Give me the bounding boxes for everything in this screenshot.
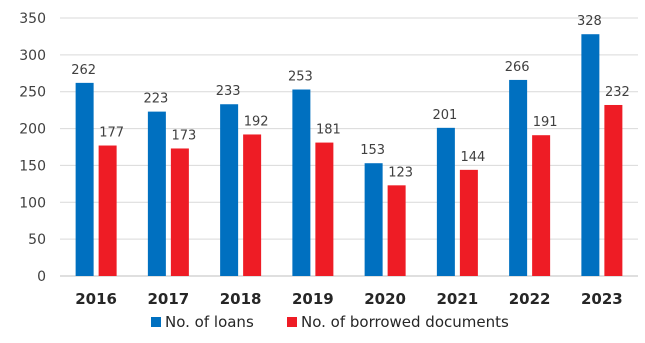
data-label-loans: 262 bbox=[71, 63, 96, 78]
y-tick-label: 100 bbox=[19, 195, 46, 211]
data-label-loans: 223 bbox=[143, 92, 168, 107]
data-label-loans: 253 bbox=[288, 70, 313, 85]
bar-borrowed-documents bbox=[98, 145, 117, 276]
x-category-label: 2021 bbox=[437, 290, 479, 308]
y-tick-label: 0 bbox=[37, 269, 46, 285]
bar-borrowed-documents bbox=[459, 169, 478, 276]
bar-borrowed-documents bbox=[532, 135, 551, 276]
y-tick-label: 50 bbox=[28, 232, 46, 248]
data-label-borrowed-documents: 173 bbox=[171, 128, 196, 143]
data-label-borrowed-documents: 181 bbox=[316, 123, 341, 138]
data-label-loans: 328 bbox=[577, 14, 602, 29]
legend-swatch-borrowed bbox=[287, 317, 297, 327]
bars bbox=[75, 34, 623, 277]
data-label-borrowed-documents: 177 bbox=[99, 126, 124, 141]
legend-swatch-loans bbox=[151, 317, 161, 327]
bar-borrowed-documents bbox=[604, 104, 623, 277]
bar-borrowed-documents bbox=[243, 134, 262, 276]
y-tick-label: 250 bbox=[19, 85, 46, 101]
data-label-borrowed-documents: 232 bbox=[605, 85, 630, 100]
y-tick-label: 200 bbox=[19, 122, 46, 138]
x-category-label: 2023 bbox=[581, 290, 623, 308]
legend: No. of loans No. of borrowed documents bbox=[151, 313, 509, 331]
x-category-label: 2019 bbox=[292, 290, 334, 308]
bar-loans bbox=[581, 34, 600, 276]
data-label-loans: 153 bbox=[360, 143, 385, 158]
y-axis-ticks: 0 50 100 150 200 250 300 350 bbox=[19, 11, 46, 285]
data-label-borrowed-documents: 191 bbox=[533, 115, 558, 130]
bar-loans bbox=[364, 163, 383, 276]
bar-loans bbox=[436, 127, 455, 276]
data-label-loans: 233 bbox=[216, 84, 241, 99]
data-label-loans: 201 bbox=[432, 108, 457, 123]
bar-loans bbox=[292, 89, 311, 276]
bar-borrowed-documents bbox=[170, 148, 189, 276]
x-category-label: 2017 bbox=[148, 290, 190, 308]
x-category-label: 2020 bbox=[364, 290, 406, 308]
y-tick-label: 350 bbox=[19, 11, 46, 27]
data-label-borrowed-documents: 192 bbox=[244, 114, 269, 129]
bar-loans bbox=[75, 82, 94, 277]
bar-loans bbox=[509, 79, 528, 276]
y-tick-label: 300 bbox=[19, 48, 46, 64]
legend-label-loans: No. of loans bbox=[165, 313, 254, 331]
data-label-borrowed-documents: 144 bbox=[460, 150, 485, 165]
x-axis-categories: 2016 2017 2018 2019 2020 2021 2022 2023 bbox=[75, 290, 623, 308]
x-category-label: 2018 bbox=[220, 290, 262, 308]
x-category-label: 2022 bbox=[509, 290, 551, 308]
bar-borrowed-documents bbox=[315, 142, 334, 276]
data-label-borrowed-documents: 123 bbox=[388, 165, 413, 180]
legend-label-borrowed: No. of borrowed documents bbox=[301, 313, 509, 331]
bar-loans bbox=[147, 111, 166, 276]
bar-loans bbox=[220, 104, 239, 276]
bar-borrowed-documents bbox=[387, 185, 406, 276]
y-tick-label: 150 bbox=[19, 158, 46, 174]
x-category-label: 2016 bbox=[75, 290, 117, 308]
gridlines bbox=[60, 17, 638, 277]
data-label-loans: 266 bbox=[505, 60, 530, 75]
